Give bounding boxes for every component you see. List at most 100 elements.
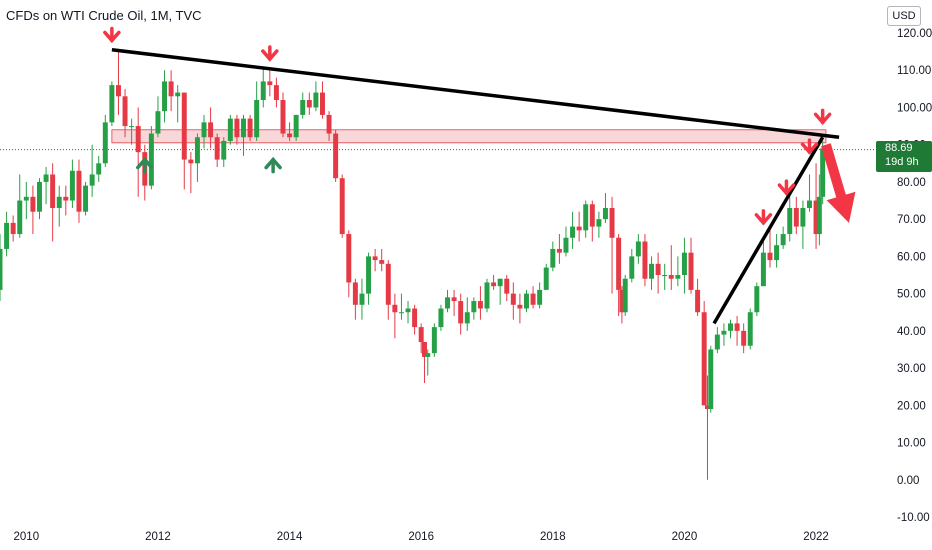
candle-body xyxy=(734,323,740,331)
candle-body xyxy=(583,204,589,231)
candle-body xyxy=(69,170,75,201)
down-arrow-marker xyxy=(261,45,279,62)
candle-body xyxy=(477,301,483,309)
y-tick-label: 0.00 xyxy=(897,475,919,487)
candle-body xyxy=(619,289,625,313)
candle-body xyxy=(319,92,325,115)
candle-body xyxy=(4,222,10,249)
candle-body xyxy=(675,275,681,279)
candle-body xyxy=(50,174,56,208)
y-tick-label: -10.00 xyxy=(897,512,930,524)
candle-body xyxy=(30,196,36,212)
candle-body xyxy=(464,312,470,324)
candle-body xyxy=(56,196,62,208)
candle-body xyxy=(227,118,233,141)
candle-body xyxy=(418,327,424,343)
candle-body xyxy=(704,405,710,410)
candle-body xyxy=(589,204,595,227)
candle-body xyxy=(129,126,135,128)
candle-body xyxy=(10,222,16,235)
candle-body xyxy=(510,293,516,305)
candle-body xyxy=(524,293,529,309)
candle-body xyxy=(438,308,444,328)
candle-body xyxy=(366,256,372,294)
candle-body xyxy=(728,323,733,331)
candle-body xyxy=(385,263,391,305)
candle-body xyxy=(155,111,161,134)
candle-body xyxy=(550,248,556,268)
x-tick-label: 2016 xyxy=(408,531,434,543)
candle-body xyxy=(326,114,332,134)
candle-body xyxy=(306,100,312,108)
candle-body xyxy=(655,263,661,275)
candle-body xyxy=(708,349,714,410)
candle-body xyxy=(168,81,174,97)
candle-body xyxy=(201,122,207,138)
candle-body xyxy=(43,174,49,182)
candle-body xyxy=(162,81,168,112)
candle-body xyxy=(63,196,69,201)
candle-body xyxy=(793,207,799,227)
candle-body xyxy=(247,118,253,138)
candle-body xyxy=(359,293,365,305)
candle-body xyxy=(451,297,457,302)
candle-body xyxy=(254,100,260,138)
y-tick-label: 40.00 xyxy=(897,326,926,338)
candle-body xyxy=(333,133,339,179)
candle-body xyxy=(491,282,497,287)
candle-body xyxy=(504,278,510,294)
candle-body xyxy=(181,92,187,160)
up-arrow-marker xyxy=(264,156,282,174)
candle-body xyxy=(260,81,266,101)
candle-body xyxy=(458,301,464,324)
candle-body xyxy=(287,133,293,138)
candle-body xyxy=(816,196,822,235)
candle-body xyxy=(701,312,707,406)
y-tick-label: 30.00 xyxy=(897,363,926,375)
x-tick-label: 2022 xyxy=(803,531,829,543)
candle-body xyxy=(576,226,582,231)
candle-body xyxy=(273,85,279,101)
candle-body xyxy=(537,289,543,305)
down-arrow-marker xyxy=(813,108,832,126)
candle-body xyxy=(754,286,760,313)
projection-arrow xyxy=(821,143,856,223)
candle-body xyxy=(115,85,121,97)
candle-body xyxy=(787,207,793,235)
x-tick-label: 2012 xyxy=(145,531,171,543)
candle-body xyxy=(37,181,42,212)
y-tick-label: 60.00 xyxy=(897,251,926,263)
candle-body xyxy=(622,278,628,313)
chart-title: CFDs on WTI Crude Oil, 1M, TVC xyxy=(6,8,202,23)
y-tick-label: 10.00 xyxy=(897,438,926,450)
candle-body xyxy=(300,100,306,115)
candle-body xyxy=(346,234,352,283)
candle-body xyxy=(313,92,319,108)
down-arrow-marker xyxy=(777,179,796,196)
candle-body xyxy=(96,163,102,175)
candle-body xyxy=(175,92,181,97)
currency-selector[interactable]: USD xyxy=(887,6,921,26)
down-arrow-marker xyxy=(800,138,819,155)
candle-body xyxy=(570,226,576,238)
candle-body xyxy=(148,133,154,186)
support-trendline xyxy=(712,136,825,325)
candle-body xyxy=(642,241,648,279)
candle-body xyxy=(556,248,562,253)
candle-body xyxy=(421,342,427,357)
candle-body xyxy=(221,140,227,160)
candle-body xyxy=(398,312,404,314)
candle-body xyxy=(17,200,23,235)
x-tick-label: 2020 xyxy=(672,531,698,543)
candle-body xyxy=(89,174,95,186)
candle-body xyxy=(596,219,602,227)
candle-body xyxy=(497,278,503,287)
candle-body xyxy=(668,275,674,279)
candle-body xyxy=(425,353,431,357)
x-tick-label: 2010 xyxy=(14,531,40,543)
candle-body xyxy=(431,327,437,354)
candle-body xyxy=(372,256,378,261)
candle-body xyxy=(616,237,622,290)
last-price-tag: 88.69 19d 9h xyxy=(876,141,932,172)
